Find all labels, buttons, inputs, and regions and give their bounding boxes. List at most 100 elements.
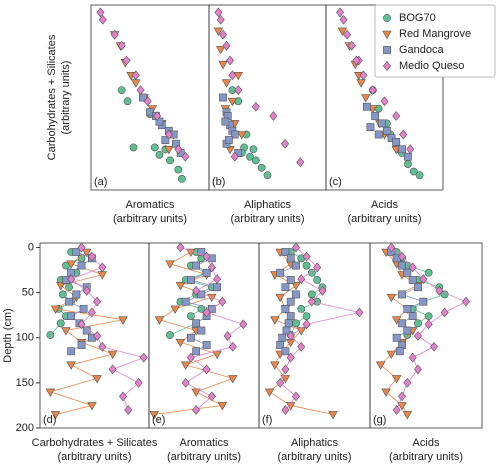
point <box>222 40 231 51</box>
point <box>414 331 422 341</box>
point <box>131 70 140 81</box>
point <box>134 378 143 388</box>
legend-marker <box>383 61 391 71</box>
point <box>281 405 290 415</box>
point <box>297 304 306 313</box>
point <box>77 319 86 330</box>
point <box>177 174 186 183</box>
legend-label: Medio Queso <box>399 60 464 72</box>
point <box>207 391 216 402</box>
point <box>239 319 248 330</box>
point <box>368 85 377 95</box>
point <box>386 350 397 360</box>
point <box>92 375 102 384</box>
y-tick-label: 100 <box>16 332 34 344</box>
point <box>197 248 206 256</box>
point <box>230 130 239 139</box>
x-axis-label: Aromatics <box>180 437 229 449</box>
point <box>108 364 117 375</box>
point <box>218 60 228 70</box>
point <box>424 319 433 330</box>
x-axis-units: (arbitrary units) <box>231 213 305 225</box>
point <box>251 101 260 112</box>
point <box>50 411 61 420</box>
point <box>202 251 211 262</box>
y-axis-units: (arbitrary units) <box>60 61 72 135</box>
point <box>123 97 132 106</box>
point <box>257 163 266 172</box>
point <box>192 347 201 356</box>
point <box>216 14 225 25</box>
point <box>398 319 406 328</box>
point <box>149 411 159 420</box>
point <box>424 312 433 320</box>
panel-label: (a) <box>94 176 107 188</box>
point <box>98 341 107 352</box>
point <box>343 29 352 40</box>
y-tick-label: 200 <box>16 422 34 434</box>
point <box>82 285 91 296</box>
point <box>56 319 65 328</box>
point <box>202 364 211 375</box>
x-axis-units: (arbitrary units) <box>389 451 463 463</box>
point <box>352 55 361 66</box>
point <box>380 96 389 107</box>
point <box>45 388 56 397</box>
point <box>219 29 228 40</box>
point <box>139 93 147 102</box>
x-axis-label: Acids <box>371 199 398 211</box>
point <box>66 361 76 370</box>
point <box>87 402 97 411</box>
point <box>67 274 76 284</box>
point <box>374 130 383 139</box>
point <box>403 304 412 313</box>
point <box>395 347 404 356</box>
point <box>153 111 162 121</box>
legend-label: BOG70 <box>399 12 436 24</box>
panel-label: (b) <box>212 176 225 188</box>
panel-label: (f) <box>262 414 272 426</box>
point <box>435 285 444 296</box>
point <box>129 143 138 152</box>
point <box>237 131 247 140</box>
point <box>281 304 290 313</box>
point <box>192 285 201 296</box>
point <box>155 150 164 159</box>
point <box>286 297 295 306</box>
point <box>302 251 311 262</box>
series-line <box>70 247 146 411</box>
point <box>139 352 148 363</box>
point <box>213 283 221 292</box>
point <box>382 126 391 135</box>
point <box>187 276 195 284</box>
point <box>221 79 232 88</box>
point <box>228 70 237 81</box>
y-tick-label: 50 <box>22 287 34 299</box>
x-axis-label: Aliphatics <box>291 437 339 449</box>
point <box>264 388 275 397</box>
point <box>87 251 96 262</box>
point <box>174 165 183 174</box>
x-axis-units: (arbitrary units) <box>113 213 187 225</box>
point <box>122 55 131 66</box>
point <box>214 7 223 18</box>
point <box>286 312 295 320</box>
point <box>292 391 300 402</box>
point <box>218 296 227 307</box>
point <box>408 276 417 284</box>
point <box>176 242 185 253</box>
point <box>403 378 412 388</box>
point <box>270 316 280 325</box>
point <box>117 86 126 94</box>
point <box>414 283 422 292</box>
point <box>355 307 364 318</box>
point <box>187 333 195 342</box>
point <box>217 402 228 411</box>
point <box>192 319 201 328</box>
x-axis-units: (arbitrary units) <box>278 451 352 463</box>
x-axis-label: Aromatics <box>126 199 175 211</box>
point <box>408 262 417 273</box>
point <box>77 242 86 253</box>
point <box>226 55 235 66</box>
x-axis-label: Aliphatics <box>244 199 292 211</box>
